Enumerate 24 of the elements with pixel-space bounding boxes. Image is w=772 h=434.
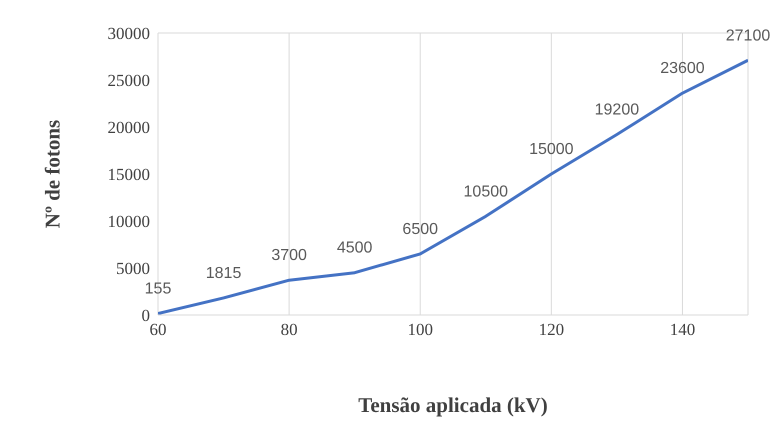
y-tick-label: 25000 [108, 71, 150, 90]
x-tick-label: 80 [280, 320, 298, 340]
y-tick-label: 15000 [108, 165, 150, 184]
y-axis-title: Nº de fotons [40, 120, 64, 228]
x-tick-label: 140 [670, 320, 696, 340]
y-tick-label: 0 [142, 306, 150, 326]
data-label: 4500 [336, 240, 373, 257]
x-axis-title: Tensão aplicada (kV) [358, 393, 548, 417]
x-tick-label: 100 [407, 320, 433, 340]
y-tick-label: 10000 [108, 212, 150, 232]
x-tick-label: 60 [150, 320, 166, 340]
data-label: 23600 [660, 60, 705, 78]
y-tick-label: 20000 [108, 118, 150, 138]
data-label: 27100 [726, 27, 770, 44]
y-tick-label: 30000 [108, 24, 150, 44]
data-label: 10500 [464, 183, 508, 200]
data-label: 3700 [271, 247, 308, 264]
x-tick-label: 120 [538, 320, 564, 340]
data-label: 15000 [529, 141, 574, 158]
data-label: 19200 [594, 102, 640, 119]
data-label: 6500 [402, 220, 438, 238]
data-label: 1815 [206, 264, 242, 282]
data-label: 155 [144, 280, 172, 298]
y-tick-label: 5000 [116, 259, 150, 278]
